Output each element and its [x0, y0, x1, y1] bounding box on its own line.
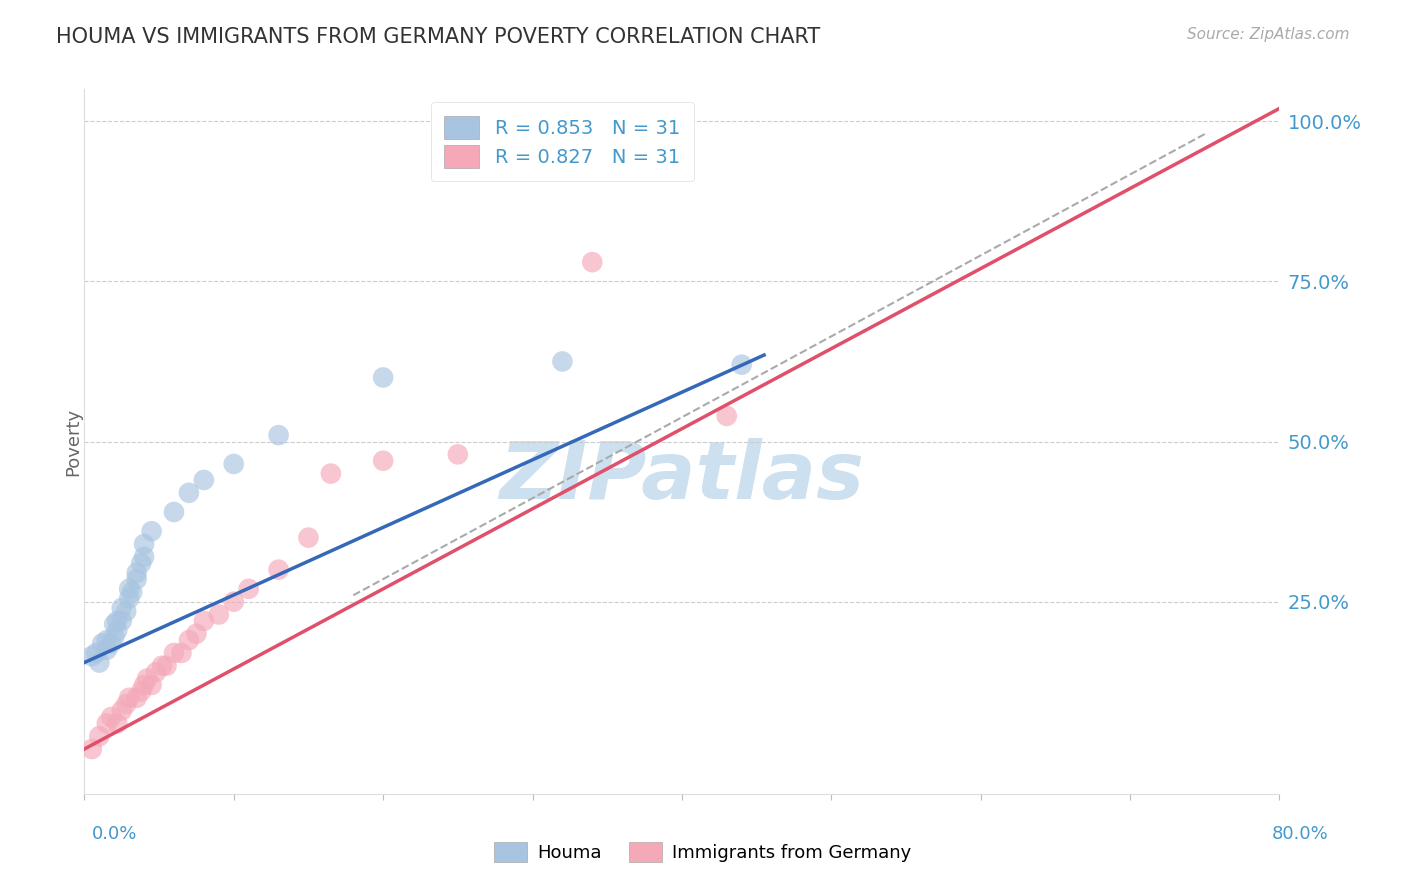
Point [208, 607, 231, 622]
Text: ZIPatlas: ZIPatlas [499, 438, 865, 516]
Point [716, 409, 738, 423]
Point [267, 563, 290, 577]
Point [731, 358, 754, 372]
Point [129, 684, 152, 698]
Point [111, 704, 134, 718]
Point [319, 467, 342, 481]
Text: 0.0%: 0.0% [91, 825, 136, 843]
Point [141, 524, 163, 539]
Point [100, 710, 122, 724]
Point [373, 454, 395, 468]
Point [80, 649, 103, 664]
Point [222, 457, 245, 471]
Point [267, 428, 290, 442]
Point [136, 672, 159, 686]
Point [105, 624, 128, 638]
Point [150, 658, 173, 673]
Point [155, 658, 177, 673]
Point [100, 636, 122, 650]
Point [91, 636, 114, 650]
Point [105, 614, 128, 628]
Point [115, 604, 138, 618]
Point [177, 633, 200, 648]
Point [193, 473, 215, 487]
Text: HOUMA VS IMMIGRANTS FROM GERMANY POVERTY CORRELATION CHART: HOUMA VS IMMIGRANTS FROM GERMANY POVERTY… [56, 27, 821, 46]
Text: 80.0%: 80.0% [1272, 825, 1329, 843]
Point [129, 556, 152, 570]
Point [111, 614, 134, 628]
Point [141, 678, 163, 692]
Point [118, 582, 141, 596]
Point [447, 447, 470, 461]
Point [145, 665, 167, 680]
Point [96, 642, 118, 657]
Point [297, 531, 319, 545]
Point [103, 617, 125, 632]
Point [551, 354, 574, 368]
Point [132, 537, 156, 551]
Point [80, 742, 103, 756]
Point [111, 601, 134, 615]
Point [186, 626, 208, 640]
Point [96, 633, 118, 648]
Point [581, 255, 603, 269]
Point [163, 646, 186, 660]
Legend: R = 0.853   N = 31, R = 0.827   N = 31: R = 0.853 N = 31, R = 0.827 N = 31 [430, 103, 695, 181]
Point [86, 646, 108, 660]
Legend: Houma, Immigrants from Germany: Houma, Immigrants from Germany [486, 835, 920, 870]
Point [125, 566, 148, 580]
Point [132, 678, 156, 692]
Point [96, 716, 118, 731]
Point [105, 716, 128, 731]
Point [177, 485, 200, 500]
Point [121, 585, 143, 599]
Point [125, 572, 148, 586]
Point [238, 582, 260, 596]
Point [222, 595, 245, 609]
Point [163, 505, 186, 519]
Point [115, 697, 138, 711]
Y-axis label: Poverty: Poverty [65, 408, 82, 475]
Point [103, 630, 125, 644]
Point [373, 370, 395, 384]
Point [125, 690, 148, 705]
Point [193, 614, 215, 628]
Point [118, 591, 141, 606]
Point [170, 646, 193, 660]
Point [89, 656, 111, 670]
Point [132, 549, 156, 564]
Point [118, 690, 141, 705]
Text: Source: ZipAtlas.com: Source: ZipAtlas.com [1187, 27, 1350, 42]
Point [89, 729, 111, 743]
